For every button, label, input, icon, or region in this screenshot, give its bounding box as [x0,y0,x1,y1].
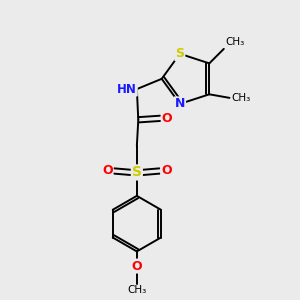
Text: O: O [102,164,112,178]
Text: S: S [132,165,142,179]
Text: CH₃: CH₃ [225,37,244,46]
Text: O: O [161,164,172,178]
Text: CH₃: CH₃ [127,285,146,295]
Text: HN: HN [117,82,137,96]
Text: N: N [175,98,185,110]
Text: O: O [162,112,172,125]
Text: O: O [131,260,142,273]
Text: S: S [176,47,184,60]
Text: CH₃: CH₃ [231,93,250,103]
